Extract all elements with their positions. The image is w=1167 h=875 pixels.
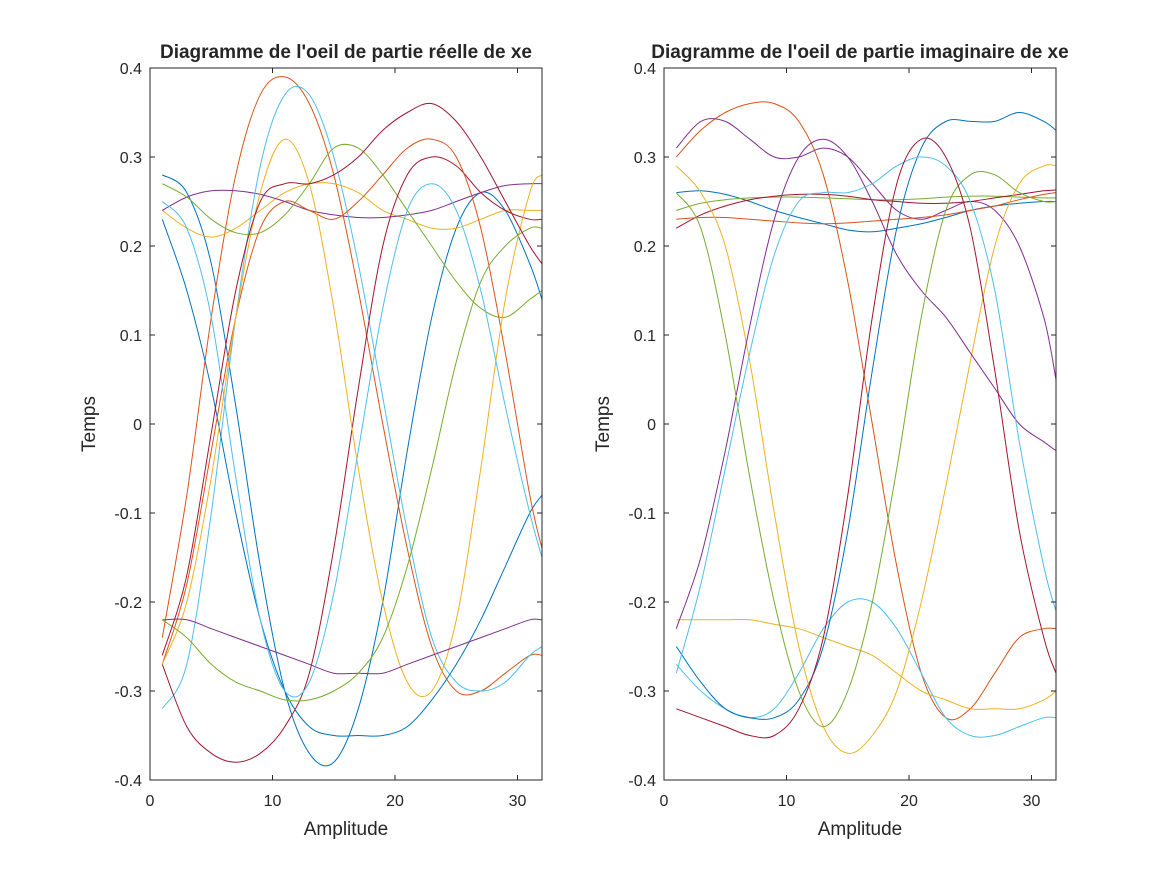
x-tick-label: 0 [146,793,155,810]
series-line-8 [161,219,543,737]
y-axis-label: Temps [79,396,100,452]
series-line-11 [675,138,1057,629]
subplot-imaginary-part: Diagramme de l'oeil de partie imaginaire… [593,42,1069,840]
x-ticks: 0 10 20 30 [660,68,1041,810]
series-line-5 [162,143,543,318]
y-tick-label: -0.3 [114,684,142,701]
series-line-12 [162,226,543,702]
y-tick-label: 0.4 [634,61,656,78]
y-tick-label: -0.4 [628,773,656,790]
series-line-13 [161,183,543,698]
series-line-12 [675,170,1057,728]
y-tick-label: -0.2 [114,595,142,612]
y-tick-label: -0.1 [114,506,142,523]
plot-lines [161,76,543,767]
y-tick-label: -0.2 [628,595,656,612]
series-line-3 [676,618,1057,710]
series-line-14 [161,102,543,656]
y-tick-label: 0.3 [120,150,142,167]
x-ticks: 0 10 20 30 [146,68,527,810]
series-line-14 [676,137,1057,739]
x-tick-label: 30 [509,793,527,810]
chart-title: Diagramme de l'oeil de partie imaginaire… [651,42,1068,63]
y-tick-label: 0.2 [634,239,656,256]
y-tick-label: 0 [133,417,142,434]
y-ticks: -0.4 -0.3 -0.2 -0.1 0 0.1 0.2 0.3 0.4 [114,61,542,790]
y-tick-label: 0 [647,417,656,434]
series-line-7 [161,156,543,763]
y-tick-label: -0.4 [114,773,142,790]
y-tick-label: -0.3 [628,684,656,701]
series-line-7 [676,189,1057,229]
series-line-4 [162,183,543,219]
y-axis-label: Temps [593,396,614,452]
subplot-real-part: Diagramme de l'oeil de partie réelle de … [79,42,543,840]
series-line-8 [675,111,1057,720]
x-tick-label: 0 [660,793,669,810]
x-tick-label: 20 [386,793,404,810]
series-line-10 [161,138,543,698]
y-tick-label: 0.2 [120,239,142,256]
x-tick-label: 20 [900,793,918,810]
y-tick-label: 0.1 [634,328,656,345]
series-line-10 [675,164,1057,754]
series-line-1 [676,190,1057,233]
x-tick-label: 30 [1023,793,1041,810]
x-axis-label: Amplitude [818,819,903,840]
y-ticks: -0.4 -0.3 -0.2 -0.1 0 0.1 0.2 0.3 0.4 [628,61,1056,790]
series-line-9 [161,138,543,665]
y-tick-label: 0.4 [120,61,142,78]
plot-lines [675,101,1057,754]
series-line-6 [161,85,543,710]
series-line-9 [676,192,1057,225]
series-line-2 [161,76,543,696]
y-tick-label: -0.1 [628,506,656,523]
series-line-3 [161,182,542,238]
series-line-13 [675,156,1057,674]
x-tick-label: 10 [264,793,282,810]
x-axis-label: Amplitude [304,819,389,840]
y-tick-label: 0.3 [634,150,656,167]
x-tick-label: 10 [778,793,796,810]
y-tick-label: 0.1 [120,328,142,345]
chart-title: Diagramme de l'oeil de partie réelle de … [160,42,532,63]
series-line-2 [675,101,1057,721]
